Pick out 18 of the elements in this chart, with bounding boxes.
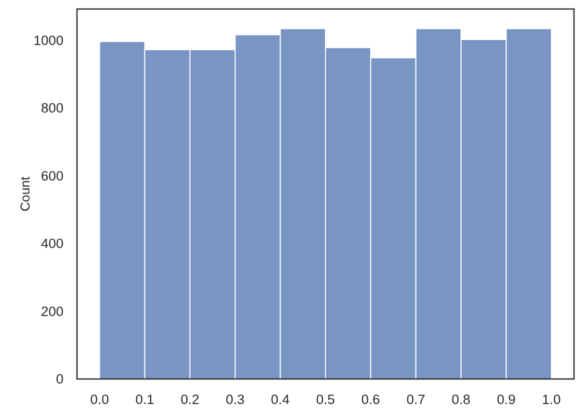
x-tick-label: 0.4 (270, 392, 290, 407)
y-tick-label: 400 (40, 236, 64, 252)
y-tick-label: 0 (56, 372, 64, 387)
x-tick-label: 0.2 (180, 392, 200, 407)
y-tick-label: 200 (40, 304, 64, 319)
x-tick-label: 0.7 (406, 392, 426, 407)
x-tick-label: 1.0 (542, 392, 561, 407)
x-tick-label: 0.8 (452, 392, 470, 407)
y-axis-title: Count (18, 176, 33, 212)
x-tick-label: 0.3 (226, 392, 245, 407)
x-tick-label: 0.5 (316, 392, 335, 407)
y-tick-label: 800 (40, 100, 64, 116)
y-tick-label: 600 (40, 168, 64, 184)
x-tick-label: 0.1 (135, 392, 154, 407)
x-tick-label: 0.9 (496, 392, 516, 407)
x-tick-label: 0.0 (90, 392, 109, 407)
y-tick-label: 1000 (33, 32, 64, 48)
x-tick-label: 0.6 (361, 392, 380, 407)
